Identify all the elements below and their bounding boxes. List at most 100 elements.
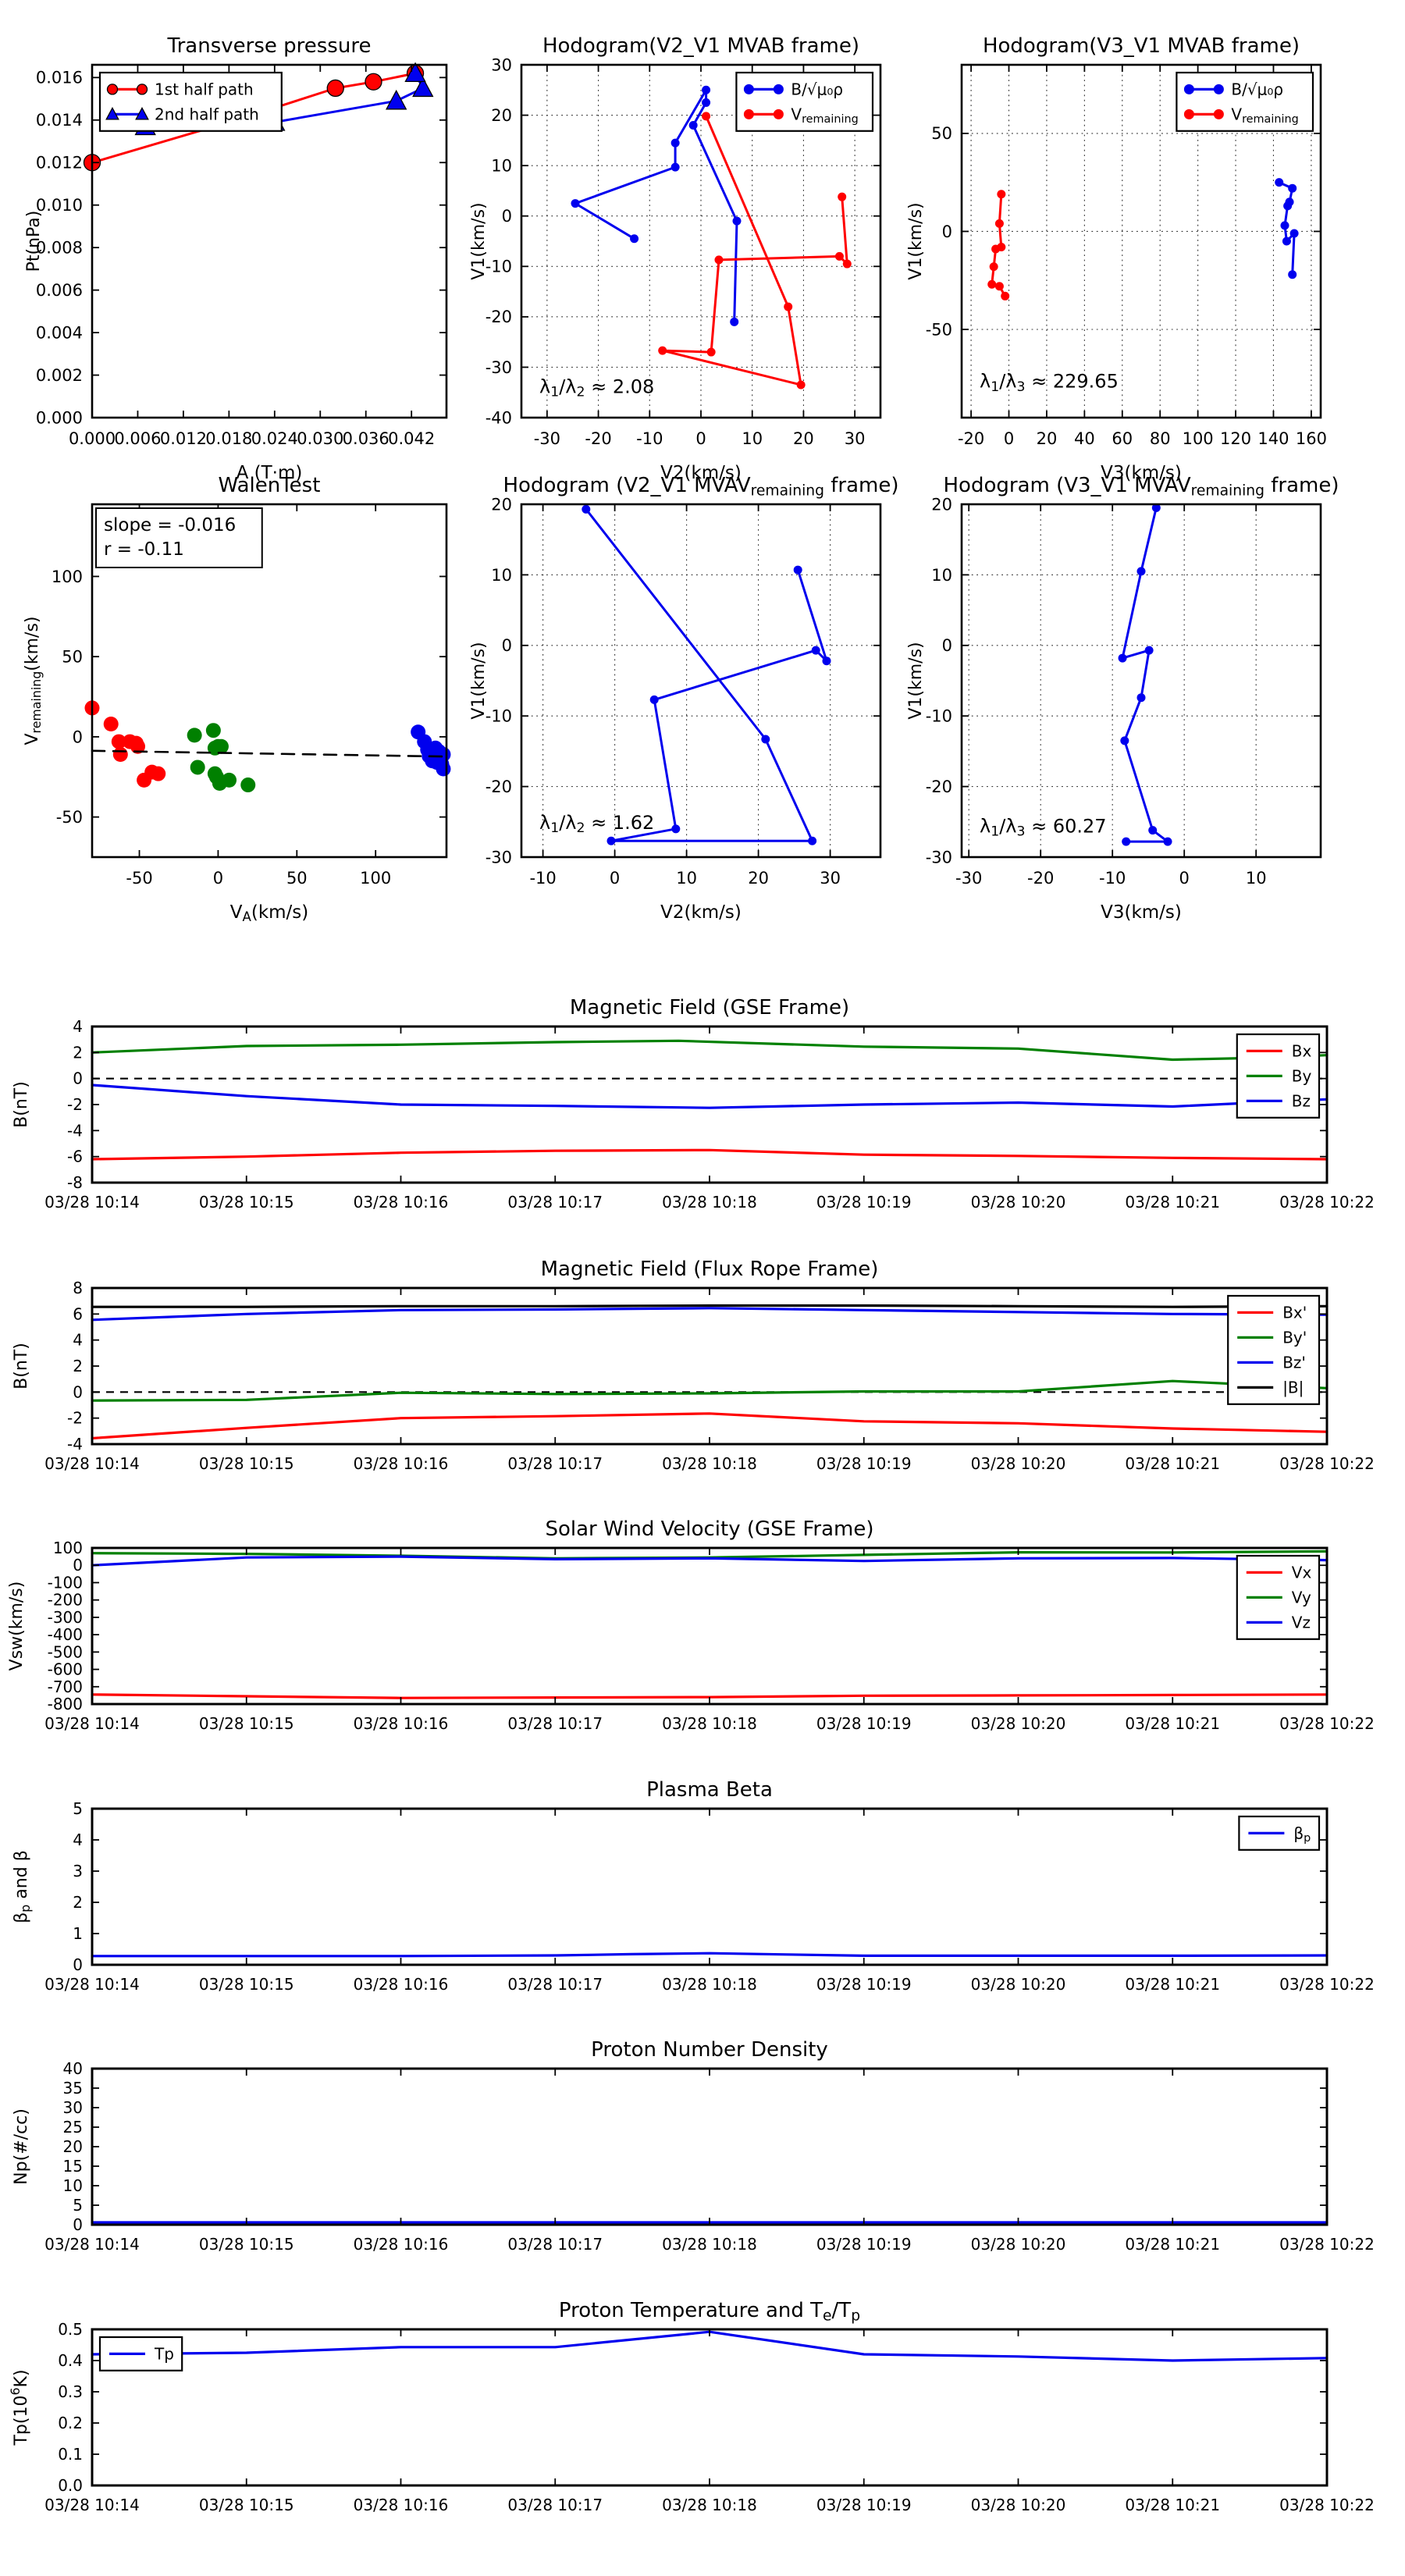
hodogram-v2v1-mvav-xtick-label: 10	[676, 869, 697, 888]
plasma-beta-legend: βp​	[1238, 1815, 1321, 1851]
transverse-pressure-xtick-label: 0.000	[69, 429, 116, 448]
walen-test-ytick-label: 50	[62, 648, 83, 667]
hodogram-v3v1-mvab-legend: B/√μ₀ρ Vremaining​	[1176, 71, 1314, 132]
svg-text:B/√μ₀ρ: B/√μ₀ρ	[1231, 80, 1283, 98]
walen-test-xtick-label: 0	[213, 869, 223, 888]
hodogram-v2v1-mvav-ytick-label: 0	[502, 636, 512, 655]
hodogram-v3v1-mvab-ylabel: V1(km/s)	[906, 202, 926, 279]
svg-text:Vy: Vy	[1292, 1588, 1311, 1606]
magnetic-field-gse-ytick-label: -6	[67, 1147, 83, 1166]
hodogram-v2v1-mvav-xtick-label: 20	[748, 869, 769, 888]
proton-temperature-title: Proton Temperature and Te​/Tp​	[559, 2299, 860, 2325]
hodogram-v3v1-mvav-ytick-label: -20	[926, 777, 952, 796]
hodogram-v2v1-mvab-xtick-label: 10	[742, 429, 763, 448]
proton-number-density-ylabel: Np(#/cc)	[12, 2108, 31, 2185]
chart-proton-number-density: 03/28 10:14 03/28 10:15 03/28 10:16 03/28 1…	[0, 2035, 1405, 2269]
plasma-beta-xtick-label: 03/28 10:16	[354, 1975, 449, 1994]
chart-walen-test: -50050100-50050100WalenTestVA​(km/s)Vrem…	[0, 468, 515, 952]
proton-number-density-xtick-label: 03/28 10:15	[199, 2235, 294, 2254]
hodogram-v2v1-mvab-svg: -30 -20 -10 0 10 20 30 -40 -30 -20 -10 0 10 20 30 Hodog…	[469, 34, 882, 483]
magnetic-field-gse-ytick-label: -2	[67, 1095, 83, 1114]
proton-temperature-xtick-label: 03/28 10:18	[662, 2496, 757, 2514]
plasma-beta-xtick-label: 03/28 10:20	[971, 1975, 1066, 1994]
svg-text:Vremaining​: Vremaining​	[1231, 105, 1298, 126]
walen-test-svg: -50 0 50 100 -50 0 50 100 WalenTest VA​(km/s) Vrem…	[23, 474, 451, 924]
svg-text:Tp: Tp	[154, 2344, 174, 2363]
hodogram-v2v1-mvav-markers-0	[582, 504, 831, 845]
proton-temperature-ytick-label: 0.5	[58, 2320, 83, 2339]
proton-temperature-xtick-label: 03/28 10:20	[971, 2496, 1066, 2514]
hodogram-v3v1-mvav-xtick-label: 10	[1246, 869, 1267, 888]
proton-temperature-xtick-label: 03/28 10:19	[816, 2496, 912, 2514]
magnetic-field-gse-xtick-label: 03/28 10:21	[1125, 1193, 1220, 1212]
hodogram-v3v1-mvab-xtick-label: 120	[1220, 429, 1251, 448]
hodogram-v3v1-mvab-xtick-label: 80	[1150, 429, 1171, 448]
magnetic-field-flux-rope-series-2	[91, 1307, 1329, 1322]
transverse-pressure-ytick-label: 0.010	[36, 196, 83, 215]
proton-number-density-ytick-label: 25	[63, 2118, 83, 2137]
proton-temperature-ytick-label: 0.2	[58, 2414, 83, 2432]
hodogram-v3v1-mvab-xtick-label: 40	[1074, 429, 1095, 448]
walen-test-xtick-label: -50	[126, 869, 152, 888]
magnetic-field-gse-xtick-label: 03/28 10:19	[816, 1193, 912, 1212]
magnetic-field-gse-legend: Bx By Bz	[1236, 1033, 1321, 1119]
hodogram-v2v1-mvab-ytick-label: -10	[486, 258, 512, 276]
svg-text:|B|: |B|	[1282, 1378, 1304, 1397]
magnetic-field-gse-xtick-label: 03/28 10:22	[1279, 1193, 1375, 1212]
hodogram-v3v1-mvab-title: Hodogram(V3_V1 MVAB frame)	[983, 34, 1300, 58]
hodogram-v2v1-mvav-ytick-label: -20	[486, 777, 512, 796]
hodogram-v3v1-mvab-axes-frame	[960, 63, 1322, 419]
hodogram-v3v1-mvab-ytick-label: 50	[931, 124, 952, 143]
hodogram-v2v1-mvab-markers-0	[571, 85, 742, 326]
svg-text:1st half path: 1st half path	[155, 80, 254, 98]
magnetic-field-gse-xtick-label: 03/28 10:16	[354, 1193, 449, 1212]
chart-plasma-beta: 03/28 10:14 03/28 10:15 03/28 10:16 03/28 1…	[0, 1775, 1405, 2009]
transverse-pressure-xtick-label: 0.042	[388, 429, 435, 448]
svg-text:βp​: βp​	[1293, 1823, 1311, 1845]
svg-text:2nd half path: 2nd half path	[155, 105, 259, 123]
hodogram-v2v1-mvab-ytick-label: 10	[491, 156, 512, 175]
solar-wind-velocity-gse-ytick-label: -300	[48, 1608, 83, 1627]
magnetic-field-flux-rope-ytick-label: 2	[73, 1357, 83, 1375]
magnetic-field-gse-ytick-label: 4	[73, 1017, 83, 1036]
plasma-beta-xtick-label: 03/28 10:14	[44, 1975, 140, 1994]
proton-number-density-ytick-label: 5	[73, 2196, 83, 2215]
chart-solar-wind-velocity: 03/28 10:14 03/28 10:15 03/28 10:16 03/28 1…	[0, 1514, 1405, 1749]
magnetic-field-gse-xtick-label: 03/28 10:20	[971, 1193, 1066, 1212]
plasma-beta-xtick-label: 03/28 10:15	[199, 1975, 294, 1994]
hodogram-v3v1-mvav-xtick-label: 0	[1179, 869, 1190, 888]
proton-number-density-xtick-label: 03/28 10:17	[507, 2235, 603, 2254]
plasma-beta-ytick-label: 4	[73, 1831, 83, 1849]
transverse-pressure-ytick-label: 0.016	[36, 69, 83, 87]
magnetic-field-flux-rope-xtick-label: 03/28 10:21	[1125, 1454, 1220, 1473]
hodogram-v3v1-mvab-xtick-label: 160	[1296, 429, 1327, 448]
proton-temperature-xtick-label: 03/28 10:17	[507, 2496, 603, 2514]
hodogram-v3v1-mvav-xtick-label: -30	[955, 869, 982, 888]
hodogram-v3v1-mvab-ytick-label: 0	[942, 222, 952, 241]
svg-text:r = -0.11: r = -0.11	[104, 539, 184, 560]
magnetic-field-gse-title: Magnetic Field (GSE Frame)	[570, 996, 849, 1019]
magnetic-field-gse-ytick-label: 2	[73, 1043, 83, 1062]
proton-number-density-ytick-label: 40	[63, 2059, 83, 2078]
solar-wind-velocity-gse-xtick-label: 03/28 10:19	[816, 1714, 912, 1733]
plasma-beta-xtick-label: 03/28 10:19	[816, 1975, 912, 1994]
magnetic-field-flux-rope-ytick-label: 0	[73, 1382, 83, 1401]
magnetic-field-flux-rope-ytick-label: -4	[67, 1435, 83, 1453]
hodogram-v2v1-mvav-xtick-label: -10	[529, 869, 556, 888]
walen-test-markers-1	[187, 723, 256, 793]
transverse-pressure-ytick-label: 0.008	[36, 239, 83, 258]
hodogram-v2v1-mvab-ytick-label: 20	[491, 106, 512, 125]
hodogram-v3v1-mvab-ytick-label: -50	[926, 320, 952, 339]
solar-wind-velocity-gse-ytick-label: -400	[48, 1625, 83, 1644]
plasma-beta-title: Plasma Beta	[646, 1778, 773, 1802]
magnetic-field-flux-rope-ytick-label: 8	[73, 1279, 83, 1297]
magnetic-field-flux-rope-xtick-label: 03/28 10:16	[354, 1454, 449, 1473]
magnetic-field-gse-xtick-label: 03/28 10:14	[44, 1193, 140, 1212]
magnetic-field-gse-ytick-label: 0	[73, 1069, 83, 1088]
hodogram-v3v1-mvav-markers-0	[1118, 503, 1172, 846]
chart-transverse-pressure: 0.000 0.006 0.012 0.018 0.024 0.030 0.036 0.042…	[0, 16, 515, 484]
svg-text:Bz: Bz	[1292, 1091, 1311, 1110]
magnetic-field-gse-ytick-label: -4	[67, 1121, 83, 1140]
